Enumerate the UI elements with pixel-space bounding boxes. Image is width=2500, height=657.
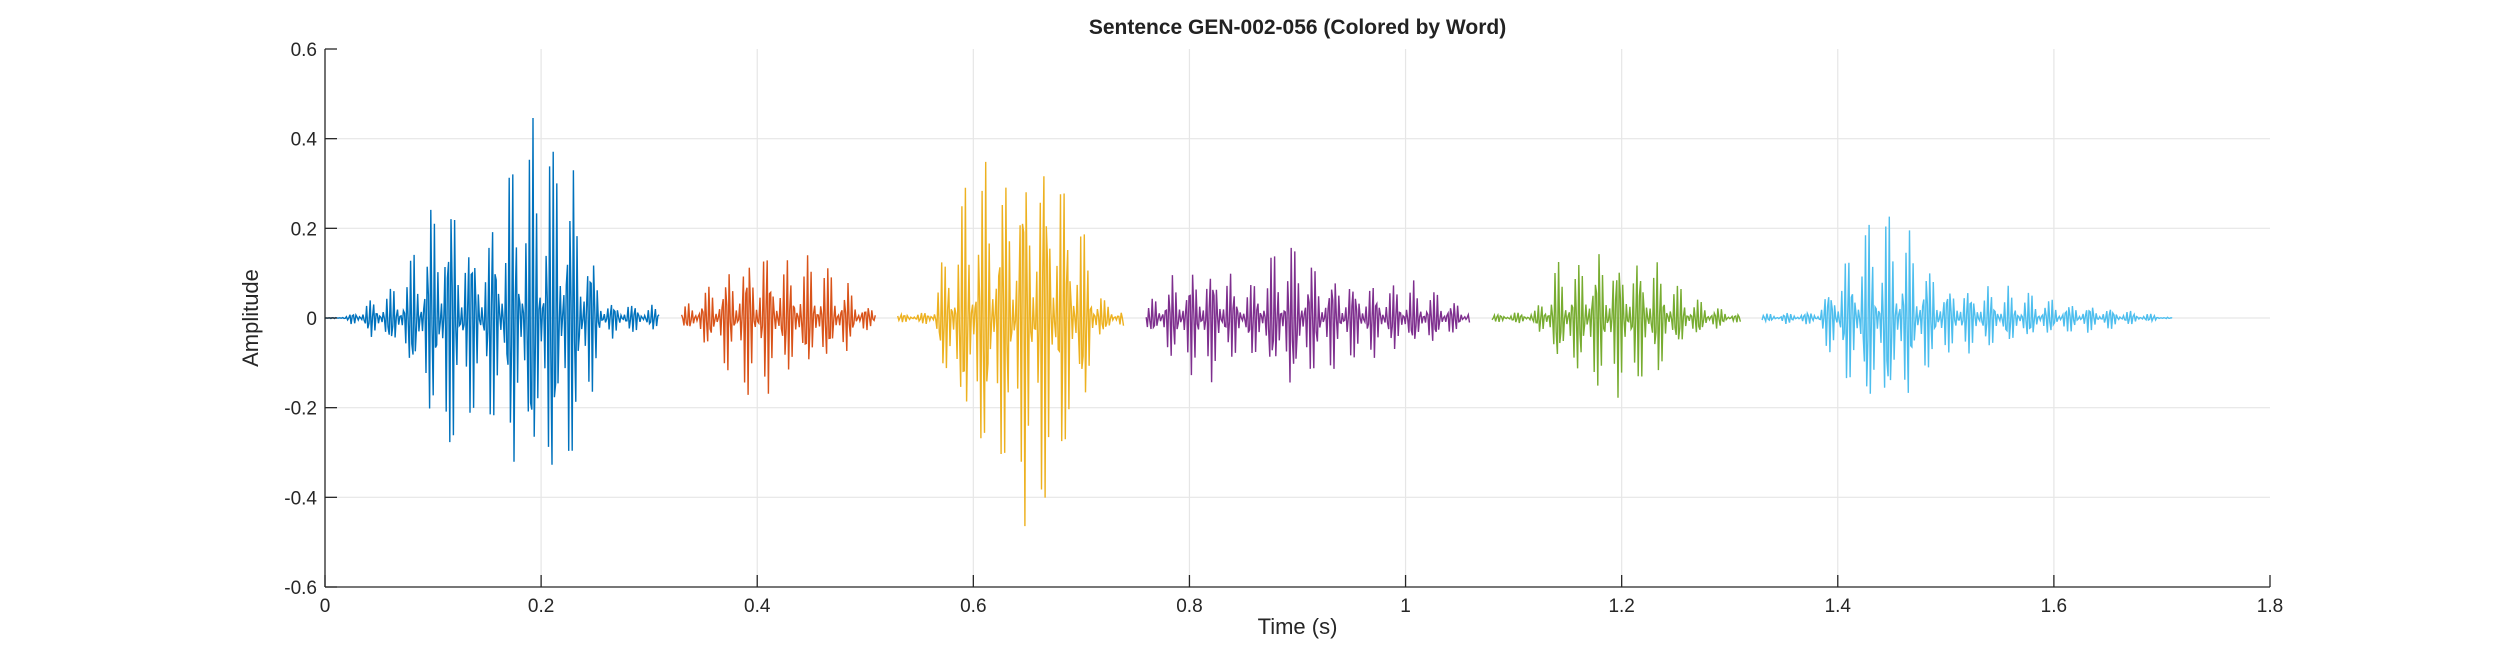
y-tick-label: -0.6 <box>284 578 317 599</box>
x-tick-label: 1.2 <box>1608 596 1634 617</box>
x-tick-label: 1.6 <box>2041 596 2067 617</box>
y-tick-label: -0.2 <box>284 399 317 420</box>
x-tick-label: 1.4 <box>1825 596 1852 617</box>
y-axis-label: Amplitude <box>238 269 263 367</box>
y-tick-label: 0.2 <box>291 219 317 240</box>
chart-title: Sentence GEN-002-056 (Colored by Word) <box>1088 16 1507 39</box>
word-waveform-segment <box>324 117 660 465</box>
word-waveform-segment <box>680 255 876 395</box>
word-waveform-segment <box>1491 254 1742 398</box>
y-tick-label: -0.4 <box>284 488 317 509</box>
word-waveform-segment <box>1145 247 1471 383</box>
x-tick-label: 1 <box>1400 596 1411 617</box>
y-tick-label: 0.4 <box>291 130 318 151</box>
x-tick-label: 0.6 <box>960 596 986 617</box>
x-tick-label: 0.4 <box>744 596 771 617</box>
word-waveform-segment <box>1761 216 2173 394</box>
y-tick-label: 0 <box>306 309 317 330</box>
word-waveform-segment <box>897 161 1125 527</box>
waveform-series <box>324 117 2173 527</box>
x-tick-label: 0.2 <box>528 596 554 617</box>
axes: 0 0.2 0.4 0.6 0.8 1 1.2 1.4 1.6 1.8 -0.6 -0.4 -0.2 0 0… <box>284 40 2283 617</box>
x-tick-label: 1.8 <box>2257 596 2283 617</box>
y-tick-label: 0.6 <box>291 40 317 61</box>
x-axis-label: Time (s) <box>1257 614 1338 639</box>
x-tick-label: 0.8 <box>1176 596 1202 617</box>
x-tick-label: 0 <box>320 596 331 617</box>
